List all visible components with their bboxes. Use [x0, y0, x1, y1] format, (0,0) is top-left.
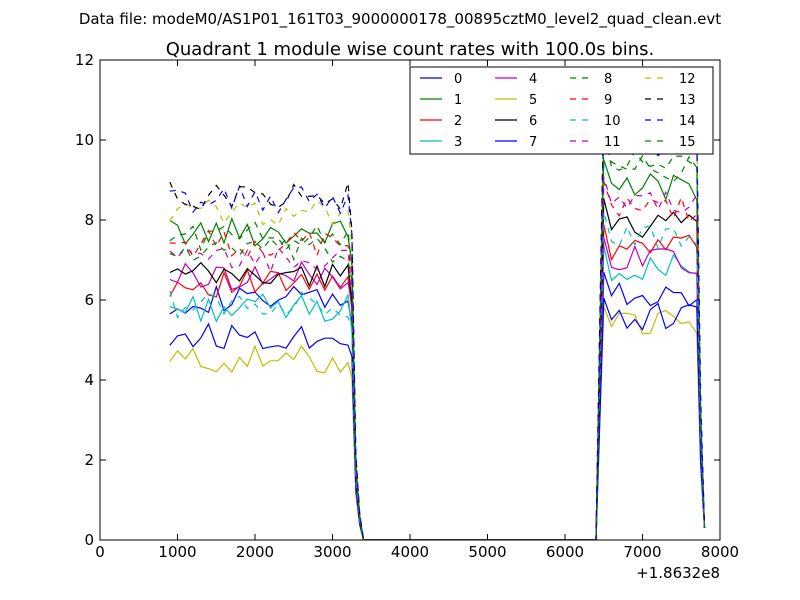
x-tick-label: 2000: [236, 543, 274, 561]
x-tick-label: 1000: [158, 543, 196, 561]
legend-label-6: 6: [529, 114, 537, 129]
legend-label-4: 4: [529, 72, 537, 87]
legend-label-15: 15: [679, 135, 696, 150]
legend-label-12: 12: [679, 72, 696, 87]
y-tick-label: 6: [84, 291, 94, 309]
series-line-11: [169, 176, 706, 540]
y-tick-label: 4: [84, 371, 94, 389]
series-line-2: [169, 224, 706, 540]
x-tick-label: 7000: [623, 543, 661, 561]
series-line-6: [169, 198, 706, 540]
legend-label-14: 14: [679, 114, 696, 129]
legend-label-7: 7: [529, 135, 537, 150]
series-line-1: [169, 159, 706, 540]
plot-lines: [169, 94, 706, 540]
x-offset-label: +1.8632e8: [636, 564, 720, 582]
suptitle: Data file: modeM0/AS1P01_161T03_90000001…: [79, 10, 721, 29]
tick-labels: 0 1000 2000 3000 4000 5000 6000 7000 80000246810…: [75, 51, 739, 561]
series-line-10: [169, 211, 706, 540]
series-line-4: [169, 237, 706, 540]
legend-label-11: 11: [604, 135, 621, 150]
legend-label-8: 8: [604, 72, 612, 87]
x-tick-label: 8000: [701, 543, 739, 561]
legend-label-10: 10: [604, 114, 621, 129]
legend-label-0: 0: [454, 72, 462, 87]
x-tick-label: 3000: [313, 543, 351, 561]
legend-label-9: 9: [604, 93, 612, 108]
series-line-8: [169, 133, 706, 540]
y-tick-label: 12: [75, 51, 94, 69]
y-tick-label: 0: [84, 531, 94, 549]
series-line-12: [169, 107, 706, 540]
legend-label-1: 1: [454, 93, 462, 108]
legend-frame: [409, 66, 714, 155]
series-line-15: [169, 138, 706, 540]
y-tick-label: 2: [84, 451, 94, 469]
series-line-5: [169, 306, 706, 540]
legend-label-13: 13: [679, 93, 696, 108]
legend-label-2: 2: [454, 114, 462, 129]
legend-label-3: 3: [454, 135, 462, 150]
axes-frame: [99, 59, 721, 541]
y-tick-label: 8: [84, 211, 94, 229]
series-line-0: [169, 272, 706, 540]
y-tick-label: 10: [75, 131, 94, 149]
x-tick-label: 5000: [468, 543, 506, 561]
series-line-3: [169, 246, 706, 540]
chart-title: Quadrant 1 module wise count rates with …: [166, 39, 655, 60]
series-line-14: [169, 112, 706, 540]
legend-label-5: 5: [529, 93, 537, 108]
x-tick-label: 6000: [546, 543, 584, 561]
series-line-7: [169, 297, 706, 540]
x-tick-label: 4000: [391, 543, 429, 561]
series-line-13: [169, 94, 706, 540]
series-line-9: [169, 181, 706, 540]
x-tick-label: 0: [95, 543, 105, 561]
